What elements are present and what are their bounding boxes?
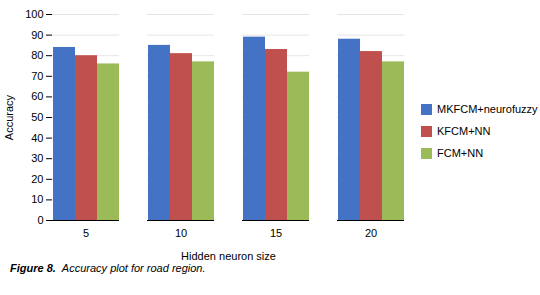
svg-text:80: 80	[31, 49, 43, 61]
svg-text:50: 50	[31, 111, 43, 123]
svg-text:5: 5	[83, 227, 89, 239]
html-text:Accuracy plot for road region.: Accuracy plot for road region.	[61, 262, 206, 274]
svg-text:10: 10	[175, 227, 187, 239]
svg-text:60: 60	[31, 90, 43, 102]
svg-text:100: 100	[25, 8, 43, 20]
svg-text:20: 20	[31, 173, 43, 185]
html-text:Figure 8.: Figure 8.	[10, 262, 56, 274]
svg-text:Accuracy: Accuracy	[3, 94, 15, 140]
html-text:MKFCM+neurofuzzy: MKFCM+neurofuzzy	[437, 103, 538, 115]
svg-text:15: 15	[270, 227, 282, 239]
svg-text:10: 10	[31, 193, 43, 205]
svg-text:0: 0	[37, 214, 43, 226]
svg-text:20: 20	[365, 227, 377, 239]
svg-text:40: 40	[31, 132, 43, 144]
svg-text:30: 30	[31, 152, 43, 164]
svg-text:90: 90	[31, 29, 43, 41]
html-text:KFCM+NN: KFCM+NN	[437, 125, 491, 137]
svg-text:70: 70	[31, 70, 43, 82]
svg-text:Hidden neuron size: Hidden neuron size	[181, 250, 276, 262]
html-text:FCM+NN: FCM+NN	[437, 147, 484, 159]
